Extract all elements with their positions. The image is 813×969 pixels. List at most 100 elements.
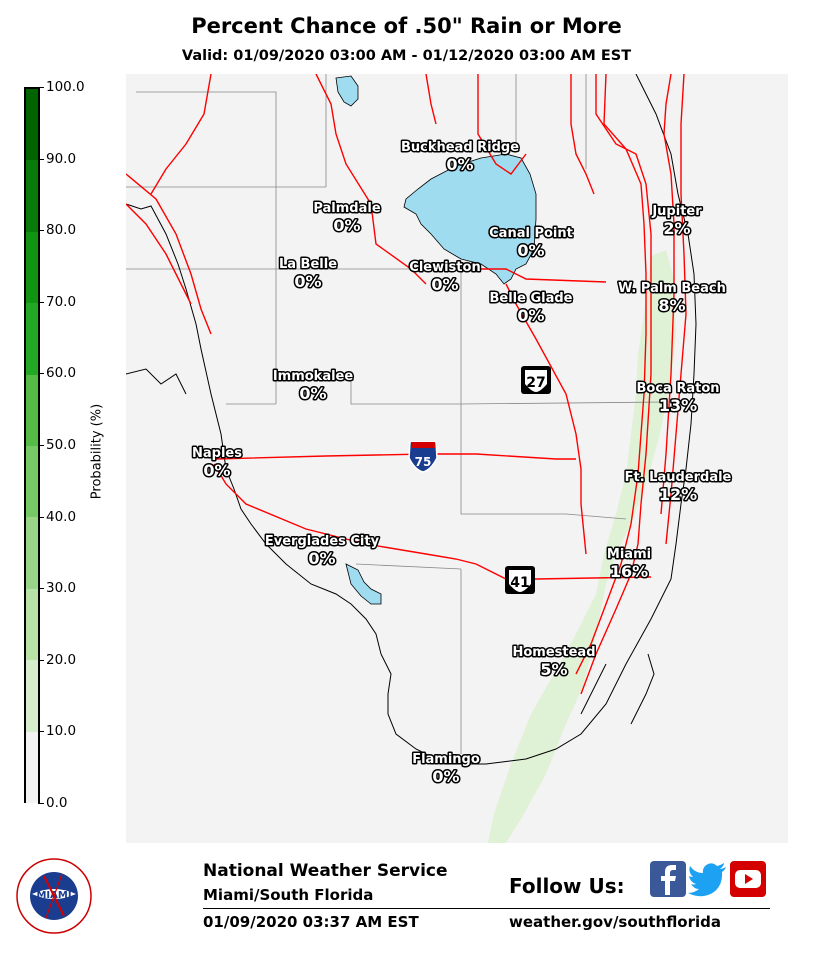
city-probability: 5% bbox=[540, 660, 567, 679]
follow-us-label: Follow Us: bbox=[509, 874, 625, 898]
city-name: Belle Glade bbox=[489, 291, 572, 306]
city-probability: 8% bbox=[658, 296, 685, 315]
twitter-icon[interactable] bbox=[688, 861, 726, 897]
youtube-icon[interactable] bbox=[730, 861, 766, 897]
colorbar-tick-label: 70.0 bbox=[46, 293, 77, 310]
colorbar-tick bbox=[38, 803, 44, 804]
colorbar-band-70-80 bbox=[26, 231, 38, 304]
city-name: Immokalee bbox=[273, 369, 354, 384]
colorbar-tick-label: 90.0 bbox=[46, 150, 77, 167]
colorbar-tick-label: 80.0 bbox=[46, 222, 77, 239]
city-name: Palmdale bbox=[313, 201, 380, 216]
colorbar-tick bbox=[38, 445, 44, 446]
facebook-icon[interactable] bbox=[650, 861, 686, 897]
colorbar-title: Probability (%) bbox=[89, 403, 105, 500]
city-name: Buckhead Ridge bbox=[401, 140, 519, 155]
us27-shield-label: 27 bbox=[526, 375, 545, 391]
colorbar-tick-label: 30.0 bbox=[46, 580, 77, 597]
colorbar-tick bbox=[38, 516, 44, 518]
colorbar-band-50-60 bbox=[26, 374, 38, 446]
colorbar-tick bbox=[38, 87, 44, 88]
us27-shield: 27 bbox=[521, 366, 551, 394]
colorbar-tick-label: 60.0 bbox=[46, 365, 77, 382]
colorbar-tick-label: 40.0 bbox=[46, 508, 77, 525]
colorbar-band-20-30 bbox=[26, 588, 38, 661]
colorbar-band-80-90 bbox=[26, 160, 38, 232]
city-name: Naples bbox=[192, 446, 242, 461]
colorbar-band-30-40 bbox=[26, 517, 38, 589]
city-name: Canal Point bbox=[489, 226, 573, 241]
city-name: Boca Raton bbox=[636, 381, 719, 396]
highways bbox=[126, 74, 687, 695]
agency-name: National Weather Service bbox=[203, 861, 448, 881]
city-probability: 0% bbox=[517, 241, 544, 260]
colorbar-tick bbox=[38, 588, 44, 590]
city-probability: 0% bbox=[431, 275, 458, 294]
city-probability: 0% bbox=[333, 216, 360, 235]
office-name: Miami/South Florida bbox=[203, 886, 374, 904]
colorbar-tick bbox=[38, 373, 44, 375]
colorbar-band-40-50 bbox=[26, 446, 38, 518]
city-probability: 0% bbox=[308, 549, 335, 568]
colorbar-band-90-100 bbox=[26, 89, 38, 161]
colorbar-tick bbox=[38, 731, 44, 733]
colorbar-tick bbox=[38, 301, 44, 303]
city-probability: 0% bbox=[299, 384, 326, 403]
city-name: Clewiston bbox=[409, 260, 480, 275]
i75-shield-label: 75 bbox=[415, 455, 432, 469]
colorbar-tick-label: 10.0 bbox=[46, 723, 77, 740]
city-probability: 0% bbox=[294, 272, 321, 291]
city-probability: 0% bbox=[517, 306, 544, 325]
nws-logo: MIAMI bbox=[16, 858, 92, 934]
city-probability: 0% bbox=[203, 461, 230, 480]
city-probability: 12% bbox=[659, 485, 697, 504]
city-name: Homestead bbox=[512, 645, 595, 660]
city-probability: 0% bbox=[432, 767, 459, 786]
website-link[interactable]: weather.gov/southflorida bbox=[509, 913, 722, 931]
colorbar-tick-label: 50.0 bbox=[46, 437, 77, 453]
city-name: W. Palm Beach bbox=[618, 281, 726, 296]
city-probability: 13% bbox=[659, 396, 697, 415]
city-name: Everglades City bbox=[265, 534, 380, 549]
us41-shield: 41 bbox=[505, 566, 535, 594]
colorbar-band-60-70 bbox=[26, 303, 38, 375]
colorbar-tick bbox=[38, 158, 44, 160]
city-name: Flamingo bbox=[412, 752, 480, 767]
issue-timestamp: 01/09/2020 03:37 AM EST bbox=[203, 913, 419, 931]
valid-period: Valid: 01/09/2020 03:00 AM - 01/12/2020 … bbox=[181, 48, 632, 64]
i75-shield: 75 bbox=[408, 441, 438, 473]
colorbar-band-0-10 bbox=[26, 731, 38, 803]
water-bodies bbox=[335, 75, 537, 605]
coastline bbox=[126, 74, 697, 765]
colorbar-band-10-20 bbox=[26, 660, 38, 732]
city-name: Ft. Lauderdale bbox=[625, 470, 732, 485]
city-name: Miami bbox=[607, 547, 651, 562]
colorbar-tick bbox=[38, 659, 44, 661]
map-title: Percent Chance of .50" Rain or More bbox=[191, 14, 622, 38]
colorbar-tick-label: 20.0 bbox=[46, 651, 77, 668]
precip-shading bbox=[488, 250, 676, 843]
colorbar-tick bbox=[38, 230, 44, 232]
city-probability: 0% bbox=[446, 155, 473, 174]
city-name: Jupiter bbox=[651, 204, 702, 219]
colorbar-tick-label: 0.0 bbox=[46, 795, 68, 811]
us41-shield-label: 41 bbox=[510, 575, 529, 591]
city-probability: 16% bbox=[610, 562, 648, 581]
